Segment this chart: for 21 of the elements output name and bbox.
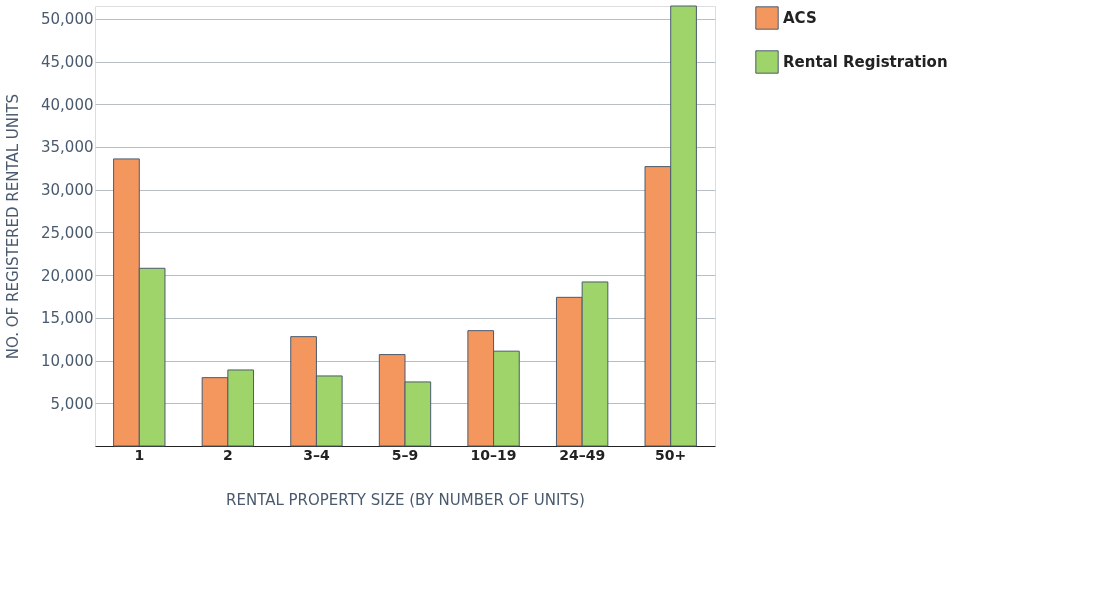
y-tick-label: 50,000	[41, 10, 94, 29]
x-tick-label: 5–9	[391, 446, 419, 463]
y-axis-title: NO. OF REGISTERED RENTAL UNITS	[4, 93, 23, 360]
y-tick-label: 10,000	[41, 352, 94, 371]
x-tick-label: 2	[222, 446, 233, 463]
y-tick-label: 25,000	[41, 223, 94, 242]
y-tick-label: 40,000	[41, 95, 94, 114]
x-tick-label: 24–49	[559, 446, 606, 463]
legend-label: ACS	[783, 9, 817, 27]
y-tick-label: 30,000	[41, 181, 94, 200]
y-tick-label: 35,000	[41, 138, 94, 157]
y-tick-label: 20,000	[41, 266, 94, 285]
x-tick-label: 1	[134, 446, 145, 463]
x-tick-label: 3–4	[303, 446, 330, 463]
y-tick-label: 15,000	[41, 309, 94, 328]
y-tick-label: 45,000	[41, 53, 94, 72]
legend-label: Rental Registration	[783, 53, 948, 71]
x-tick-label: 10–19	[470, 446, 517, 463]
x-tick-label: 50+	[655, 446, 687, 463]
x-axis-title: RENTAL PROPERTY SIZE (BY NUMBER OF UNITS)	[226, 490, 585, 509]
y-tick-label: 5,000	[50, 394, 94, 413]
